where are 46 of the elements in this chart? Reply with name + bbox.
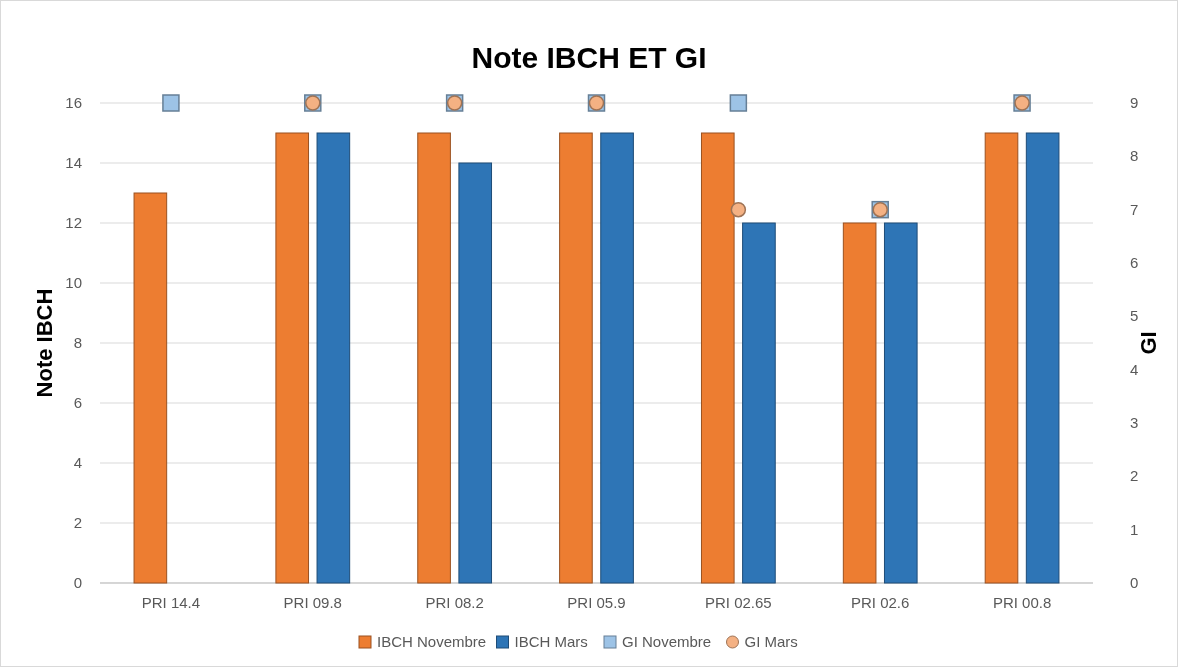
bar — [842, 222, 877, 584]
y-tick-label: 8 — [73, 334, 82, 351]
x-tick-label: PRI 05.9 — [567, 594, 626, 611]
y-axis-title: Note IBCH — [32, 288, 57, 398]
y2-tick-label: 6 — [1130, 254, 1139, 271]
y2-tick-label: 2 — [1130, 467, 1139, 485]
y2-tick-label: 0 — [1130, 574, 1139, 591]
bar — [1025, 132, 1060, 584]
x-tick-label: PRI 02.65 — [705, 594, 772, 611]
chart-title: Note IBCH ET GI — [471, 41, 707, 74]
legend-label: GI Novembre — [622, 633, 712, 650]
x-tick-label: PRI 08.2 — [425, 594, 484, 611]
bar — [458, 162, 493, 584]
y-tick-label: 16 — [65, 94, 82, 111]
y-tick-label: 10 — [65, 274, 82, 291]
bar — [742, 222, 776, 584]
y2-tick-label: 8 — [1130, 147, 1139, 165]
x-tick-label: PRI 09.8 — [283, 594, 342, 611]
legend-label: IBCH Novembre — [377, 633, 487, 650]
legend-label: IBCH Mars — [514, 633, 588, 650]
y-tick-label: 12 — [65, 214, 82, 231]
x-tick-label: PRI 00.8 — [992, 594, 1052, 611]
y2-tick-label: 7 — [1130, 200, 1139, 218]
bar — [883, 222, 918, 584]
bar — [559, 132, 593, 584]
bar — [700, 132, 735, 584]
x-tick-label: PRI 14.4 — [141, 594, 201, 611]
y2-axis-title: GI — [1136, 331, 1161, 355]
x-tick-label: PRI 02.6 — [851, 594, 910, 611]
bar — [600, 132, 634, 584]
y-tick-label: 2 — [73, 514, 82, 531]
legend-label: GI Mars — [744, 633, 798, 650]
y2-tick-label: 4 — [1130, 360, 1139, 378]
bar — [275, 132, 310, 584]
y2-tick-label: 5 — [1130, 307, 1139, 325]
y-tick-label: 14 — [65, 154, 82, 171]
y2-tick-label: 1 — [1130, 520, 1139, 538]
y-tick-label: 0 — [73, 574, 82, 591]
bar — [316, 132, 351, 584]
y2-tick-label: 3 — [1130, 414, 1139, 431]
bar — [984, 132, 1019, 584]
y2-tick-label: 9 — [1130, 94, 1139, 111]
bar — [417, 132, 451, 584]
y-tick-label: 4 — [73, 454, 82, 471]
y-tick-label: 6 — [73, 394, 82, 411]
bar — [133, 192, 168, 584]
